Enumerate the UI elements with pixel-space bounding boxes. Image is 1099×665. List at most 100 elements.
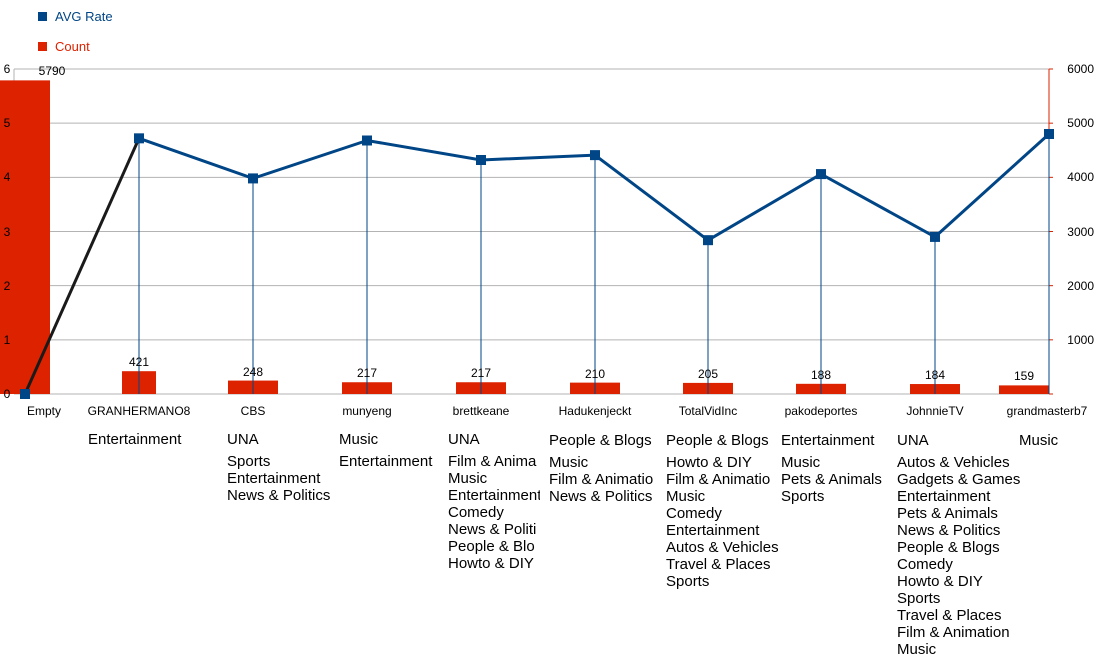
- category-list-3: Music Entertainment: [339, 431, 444, 470]
- legend-item-count: Count: [38, 39, 90, 54]
- right-tick-label: 3000: [1067, 224, 1094, 239]
- category-list-item: Sports: [666, 573, 710, 590]
- x-tick-label-6: TotalVidInc: [678, 404, 738, 418]
- bar-data-label-6: 205: [697, 366, 719, 381]
- x-tick-label-3: munyeng: [342, 404, 392, 418]
- left-tick-label: 3: [3, 224, 11, 239]
- category-list-item: News & Politi: [448, 521, 537, 538]
- category-list-8: UNA Autos & Vehicles Gadgets & Games Entert…: [897, 432, 1027, 658]
- category-list-item: Entertainment: [448, 487, 540, 504]
- category-list-4: UNA Film & Anima Music Entertainment Comedy N…: [448, 431, 540, 572]
- category-list-item: Music: [666, 488, 706, 505]
- x-tick-label-8: JohnnieTV: [906, 404, 964, 418]
- category-list-2: UNA Sports Entertainment News & Politics: [227, 431, 337, 504]
- category-list-item: Pets & Animals: [781, 471, 882, 488]
- category-list-item: Film & Animatio: [549, 471, 654, 488]
- left-tick-label: 4: [3, 170, 11, 185]
- category-list-item: Music: [781, 454, 821, 471]
- x-tick-label-2: CBS: [240, 404, 266, 418]
- category-list-1: Entertainment: [88, 431, 218, 448]
- right-tick-label: 2000: [1067, 278, 1094, 293]
- left-tick-label: 1: [3, 332, 11, 347]
- category-list-item: News & Politics: [897, 522, 1001, 539]
- right-tick-label: 6000: [1067, 62, 1094, 76]
- avg-rate-line: [138, 132, 1051, 242]
- category-list-item: Howto & DIY: [897, 573, 983, 590]
- category-list-item: UNA: [227, 431, 259, 448]
- bar-count-9: [999, 385, 1049, 394]
- avg-rate-point-1: [134, 133, 144, 144]
- category-list-item: News & Politics: [549, 488, 653, 505]
- legend-label-count: Count: [55, 39, 90, 54]
- category-list-item: Howto & DIY: [666, 454, 752, 471]
- category-list-item: People & Blogs: [549, 432, 652, 449]
- x-tick-label-0: Empty: [26, 404, 61, 418]
- right-tick-label: 1000: [1067, 332, 1094, 347]
- category-list-5: People & Blogs Music Film & Animatio News &…: [549, 432, 659, 505]
- avg-rate-point-9: [1044, 129, 1054, 139]
- category-list-item: Comedy: [448, 504, 504, 521]
- bar-data-label-4: 217: [470, 366, 492, 381]
- category-list-item: Entertainment: [666, 522, 760, 539]
- legend-label-avg-rate: AVG Rate: [55, 9, 113, 24]
- category-list-item: Music: [1019, 432, 1059, 449]
- category-list-item: People & Blo: [448, 538, 535, 555]
- legend-swatch-avg-rate: [38, 12, 47, 21]
- bar-data-label-0: 5790: [38, 64, 66, 79]
- bar-data-label-8: 184: [924, 368, 946, 383]
- category-list-item: Sports: [897, 590, 941, 607]
- category-list-item: Autos & Vehicles: [897, 454, 1010, 471]
- category-list-item: Film & Animation: [897, 624, 1010, 641]
- avg-rate-line-segment-first: [23, 137, 141, 395]
- x-tick-label-4: brettkeane: [452, 404, 510, 418]
- category-list-item: People & Blogs: [897, 539, 1000, 556]
- category-list-6: People & Blogs Howto & DIY Film & Animatio…: [666, 432, 778, 590]
- category-list-item: Music: [339, 431, 379, 448]
- avg-rate-point-8: [930, 231, 940, 242]
- bar-data-label-5: 210: [584, 366, 606, 381]
- avg-rate-point-4: [476, 155, 486, 165]
- avg-rate-point-7: [816, 169, 826, 180]
- category-list-item: Sports: [781, 488, 825, 505]
- bar-data-label-1: 421: [128, 355, 150, 370]
- left-tick-label: 2: [3, 278, 11, 293]
- category-list-item: Travel & Places: [897, 607, 1002, 624]
- x-tick-label-9: grandmasterb7: [1006, 404, 1088, 418]
- left-tick-label: 5: [3, 116, 11, 131]
- x-tick-label-5: Hadukenjeckt: [558, 404, 632, 418]
- bar-data-label-3: 217: [356, 366, 378, 381]
- avg-rate-point-0: [20, 389, 30, 399]
- category-list-item: UNA: [448, 431, 480, 448]
- category-list-item: Music: [448, 470, 488, 487]
- category-list-item: UNA: [897, 432, 929, 449]
- category-list-item: Entertainment: [339, 453, 433, 470]
- bar-data-label-7: 188: [810, 367, 832, 382]
- category-list-item: Sports: [227, 453, 271, 470]
- category-list-item: Music: [549, 454, 589, 471]
- category-list-item: Entertainment: [897, 488, 991, 505]
- category-list-item: Travel & Places: [666, 556, 771, 573]
- category-list-item: News & Politics: [227, 487, 331, 504]
- right-tick-label: 5000: [1067, 116, 1094, 131]
- legend-swatch-count: [38, 42, 47, 51]
- avg-rate-point-5: [590, 150, 600, 161]
- avg-rate-point-6: [703, 235, 713, 246]
- category-list-item: Film & Animatio: [666, 471, 771, 488]
- x-tick-label-1: GRANHERMANO8: [87, 404, 191, 418]
- right-tick-label: 4000: [1067, 170, 1094, 185]
- category-list-item: Film & Anima: [448, 453, 537, 470]
- bar-count-0: [0, 80, 50, 394]
- category-list-item: Gadgets & Games: [897, 471, 1021, 488]
- category-list-item: Entertainment: [781, 432, 875, 449]
- category-list-item: Howto & DIY: [448, 555, 534, 572]
- legend-item-avg-rate: AVG Rate: [38, 9, 113, 24]
- x-tick-label-7: pakodeportes: [784, 404, 858, 418]
- category-list-item: Entertainment: [227, 470, 321, 487]
- category-list-7: Entertainment Music Pets & Animals Sports: [781, 432, 893, 505]
- category-list-9: Music: [1019, 432, 1079, 449]
- category-list-item: Music: [897, 641, 937, 658]
- category-list-item: Comedy: [897, 556, 953, 573]
- avg-rate-point-3: [362, 135, 372, 146]
- category-list-item: Comedy: [666, 505, 722, 522]
